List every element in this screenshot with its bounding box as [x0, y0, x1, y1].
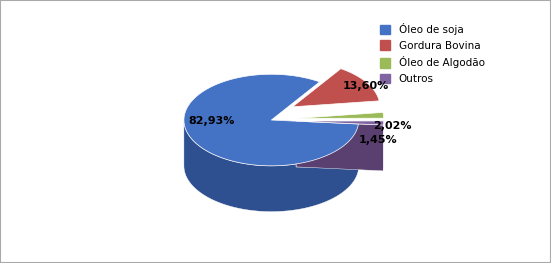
- Polygon shape: [184, 74, 359, 166]
- Text: 2,02%: 2,02%: [373, 120, 411, 130]
- Polygon shape: [271, 120, 359, 170]
- Polygon shape: [296, 112, 383, 118]
- Polygon shape: [293, 69, 379, 107]
- Text: 82,93%: 82,93%: [188, 115, 235, 125]
- Polygon shape: [296, 121, 383, 125]
- Legend: Óleo de soja, Gordura Bovina, Óleo de Algodão, Outros: Óleo de soja, Gordura Bovina, Óleo de Al…: [377, 20, 488, 88]
- Polygon shape: [296, 121, 383, 171]
- Text: 1,45%: 1,45%: [358, 135, 397, 145]
- Polygon shape: [296, 121, 383, 167]
- Text: 13,60%: 13,60%: [343, 81, 389, 91]
- Polygon shape: [184, 120, 271, 166]
- Polygon shape: [184, 120, 359, 212]
